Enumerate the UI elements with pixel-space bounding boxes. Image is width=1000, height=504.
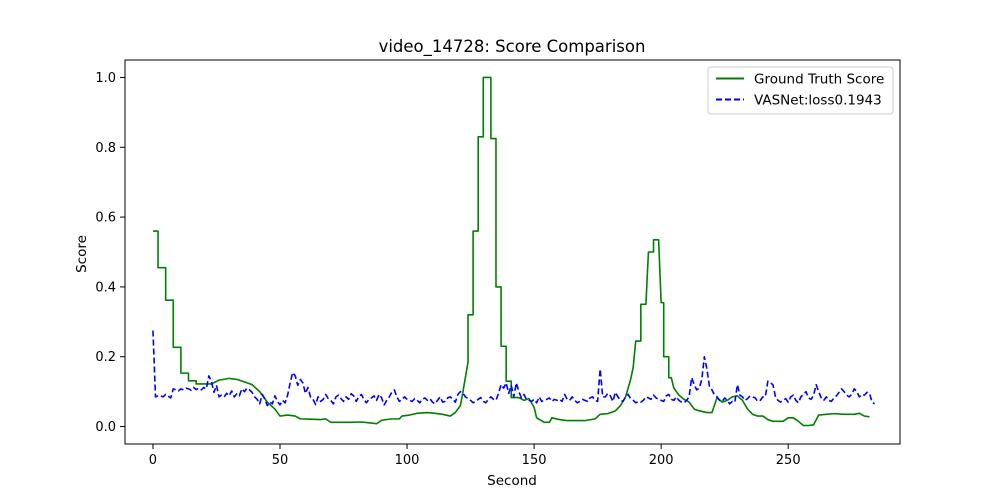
legend-label-ground-truth: Ground Truth Score — [754, 72, 884, 88]
plot-frame — [124, 59, 901, 445]
y-axis-ticks: 0.0 0.2 0.4 0.6 0.8 1.0 — [95, 71, 125, 435]
chart-title: video_14728: Score Comparison — [379, 37, 646, 57]
legend-box — [707, 66, 894, 115]
x-tick-label: 0 — [149, 453, 157, 468]
x-tick-label: 200 — [649, 453, 674, 468]
x-tick-label: 150 — [522, 453, 547, 468]
legend: Ground Truth Score VASNet:loss0.1943 — [707, 66, 894, 115]
y-tick-label: 1.0 — [95, 71, 116, 86]
x-axis-ticks: 0 50 100 150 200 250 — [149, 444, 801, 468]
x-tick-label: 50 — [272, 453, 289, 468]
y-tick-label: 0.0 — [95, 420, 116, 435]
x-tick-label: 250 — [776, 453, 801, 468]
y-tick-label: 0.8 — [95, 141, 116, 156]
series-lines — [152, 76, 876, 427]
y-tick-label: 0.4 — [95, 280, 116, 295]
x-axis-label: Second — [487, 473, 537, 489]
x-tick-label: 100 — [395, 453, 420, 468]
y-axis-label: Score — [74, 235, 90, 273]
y-tick-label: 0.6 — [95, 211, 116, 226]
series-line-vasnet — [152, 330, 876, 407]
y-tick-label: 0.2 — [95, 350, 116, 365]
series-line-ground-truth — [152, 76, 870, 427]
legend-label-vasnet: VASNet:loss0.1943 — [754, 93, 882, 109]
